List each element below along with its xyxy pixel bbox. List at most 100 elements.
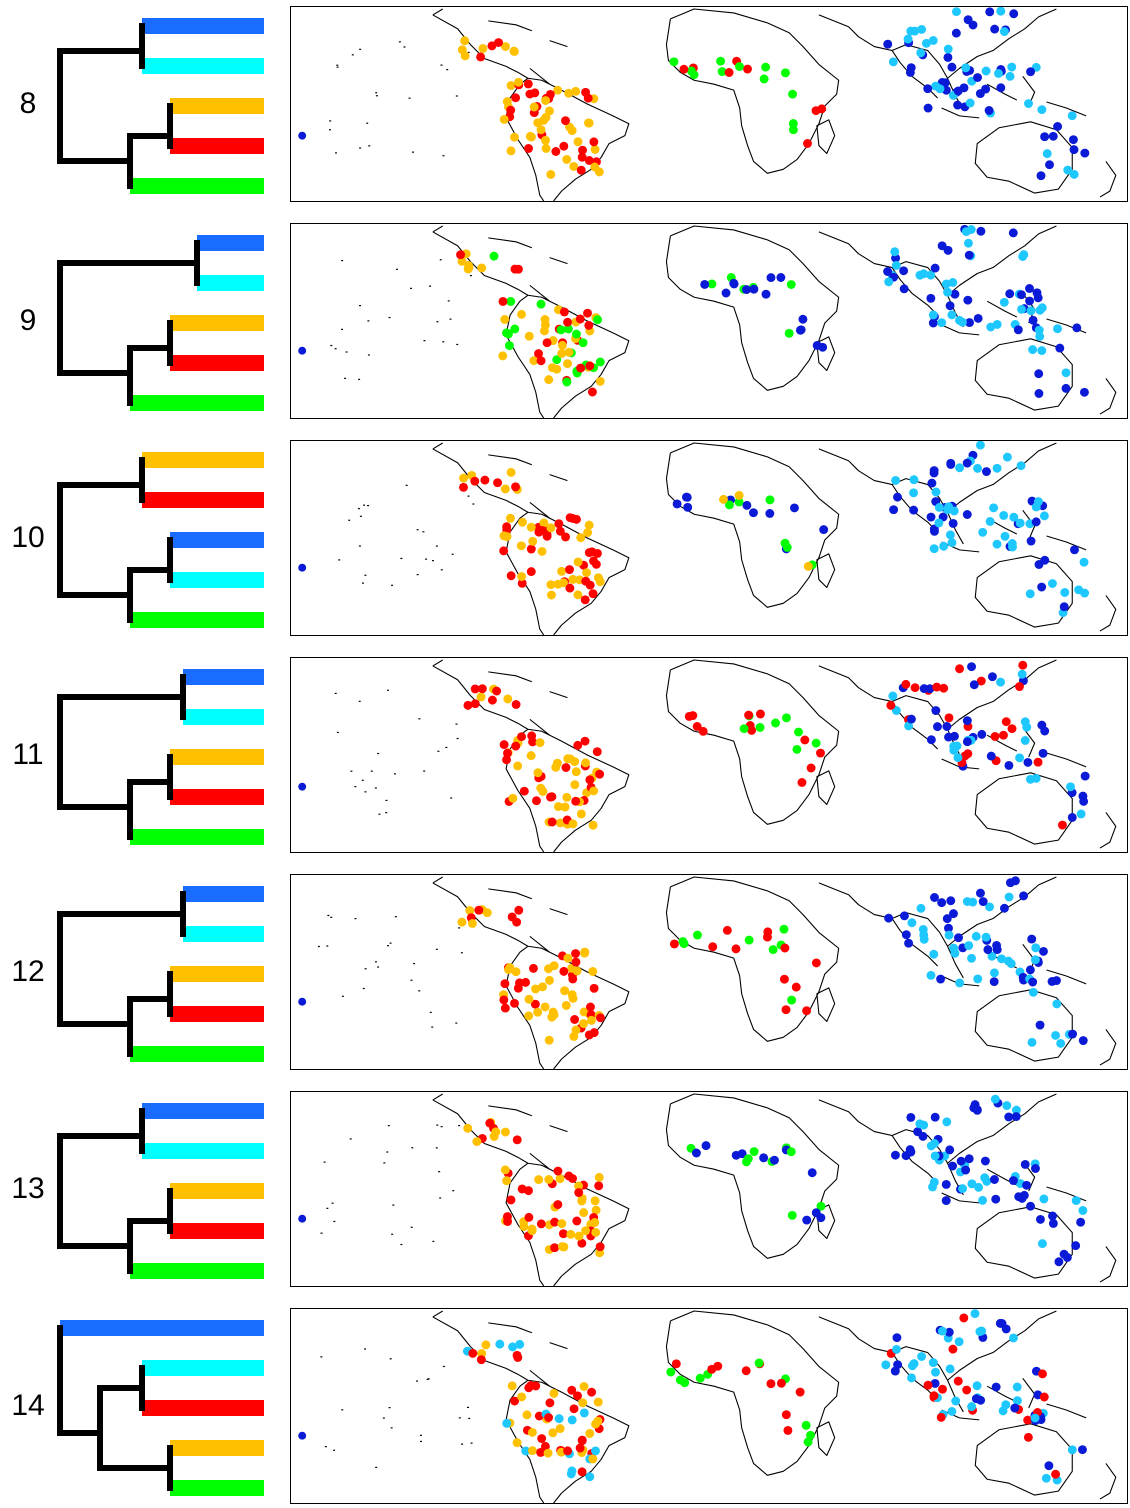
occurrence-dot: [1068, 135, 1078, 145]
occurrence-dot: [468, 1348, 478, 1358]
coastline-nz: [1099, 378, 1117, 415]
occurrence-dot: [575, 314, 585, 324]
coastline-madagascar: [816, 119, 836, 155]
occurrence-dot: [517, 572, 527, 581]
occurrence-dot: [585, 1472, 595, 1482]
occurrence-dot: [997, 1319, 1007, 1328]
occurrence-dot: [581, 87, 591, 97]
occurrence-dot: [524, 331, 534, 341]
occurrence-dot: [1048, 1211, 1057, 1221]
occurrence-dot: [565, 565, 574, 575]
occurrence-dot: [1063, 165, 1073, 175]
occurrence-dot: [930, 1151, 940, 1161]
occurrence-dot: [780, 68, 790, 78]
occurrence-dot: [978, 527, 988, 537]
coastline-madagascar: [816, 770, 836, 806]
occurrence-dot: [762, 932, 772, 942]
occurrence-dot: [1069, 169, 1079, 179]
occurrence-dot: [511, 482, 520, 492]
occurrence-dot: [526, 132, 536, 142]
occurrence-dot: [766, 1379, 776, 1389]
occurrence-dot: [470, 699, 480, 709]
occurrence-dot: [1016, 461, 1026, 471]
occurrence-dot: [989, 503, 999, 513]
occurrence-dot: [1016, 290, 1026, 300]
occurrence-dot: [581, 758, 591, 768]
occurrence-dot: [999, 511, 1009, 520]
leaf-bar-cyan: [183, 926, 264, 942]
occurrence-dot: [526, 522, 536, 532]
occurrence-dot: [519, 1222, 529, 1231]
occurrence-dot: [528, 536, 538, 546]
leaf-bar-blue: [183, 669, 264, 685]
occurrence-dot: [976, 676, 986, 686]
occurrence-dot: [515, 978, 524, 988]
occurrence-dot: [499, 740, 509, 750]
occurrence-dot: [918, 1131, 928, 1141]
occurrence-dot: [931, 487, 941, 497]
coastline-nz: [1099, 161, 1117, 198]
coastline-caribbean: [488, 1322, 568, 1350]
occurrence-dot: [564, 1171, 574, 1181]
occurrence-dot: [930, 1139, 939, 1148]
occurrence-dot: [1023, 757, 1033, 767]
occurrence-dot: [990, 732, 1000, 741]
occurrence-dot: [953, 753, 963, 763]
occurrence-dot: [1032, 288, 1042, 298]
occurrence-dot: [945, 1145, 955, 1155]
occurrence-dot: [1079, 387, 1089, 397]
occurrence-dot: [1025, 965, 1035, 975]
occurrence-dot: [734, 497, 744, 507]
occurrence-dot: [987, 672, 997, 682]
occurrence-dot: [517, 309, 526, 319]
occurrence-dot: [942, 914, 952, 924]
occurrence-dot: [476, 692, 486, 702]
coastline-australia: [974, 555, 1073, 628]
occurrence-dot: [595, 1013, 605, 1023]
occurrence-dot: [551, 147, 561, 156]
occurrence-dot: [1015, 682, 1024, 692]
occurrence-dot: [936, 1412, 946, 1422]
occurrence-dot: [931, 706, 941, 716]
occurrence-dot: [1040, 555, 1050, 565]
occurrence-dot: [960, 751, 970, 761]
occurrence-dot: [915, 1119, 925, 1129]
occurrence-dot: [481, 1340, 491, 1350]
occurrence-dot: [816, 748, 825, 758]
occurrence-dot: [973, 313, 983, 323]
panel-8: 8: [0, 6, 1130, 202]
occurrence-dot: [999, 27, 1009, 37]
occurrence-dot: [698, 726, 708, 736]
occurrence-dot: [503, 748, 512, 758]
occurrence-dot: [564, 88, 574, 98]
occurrence-dot: [1078, 1206, 1088, 1215]
cladogram: [57, 886, 264, 1062]
occurrence-dot: [955, 315, 964, 325]
occurrence-dot: [1025, 284, 1034, 293]
coastline-australia: [974, 772, 1073, 845]
occurrence-dot: [972, 1105, 982, 1115]
occurrence-dot: [1005, 71, 1015, 81]
occurrence-dot: [994, 69, 1003, 78]
occurrence-dot: [926, 512, 936, 522]
occurrence-dot: [951, 1396, 961, 1406]
occurrence-dot: [470, 476, 480, 486]
occurrence-dot: [1002, 452, 1012, 462]
occurrence-dot: [556, 325, 566, 335]
occurrence-dot: [529, 102, 539, 112]
occurrence-dot: [563, 324, 573, 334]
occurrence-dot: [939, 541, 949, 551]
occurrence-dot: [591, 1227, 601, 1237]
occurrence-dot: [543, 1448, 553, 1458]
occurrence-dot: [503, 329, 513, 339]
occurrence-dot: [666, 1367, 676, 1377]
occurrence-dot: [595, 357, 605, 367]
occurrence-dot: [759, 74, 769, 84]
occurrence-dot: [1002, 1101, 1012, 1110]
occurrence-dot: [724, 68, 734, 77]
occurrence-dot: [298, 131, 307, 140]
occurrence-dot: [801, 1420, 811, 1430]
occurrence-dot: [909, 475, 919, 485]
occurrence-dot: [1031, 517, 1041, 527]
leaf-bar-orange: [142, 452, 264, 468]
